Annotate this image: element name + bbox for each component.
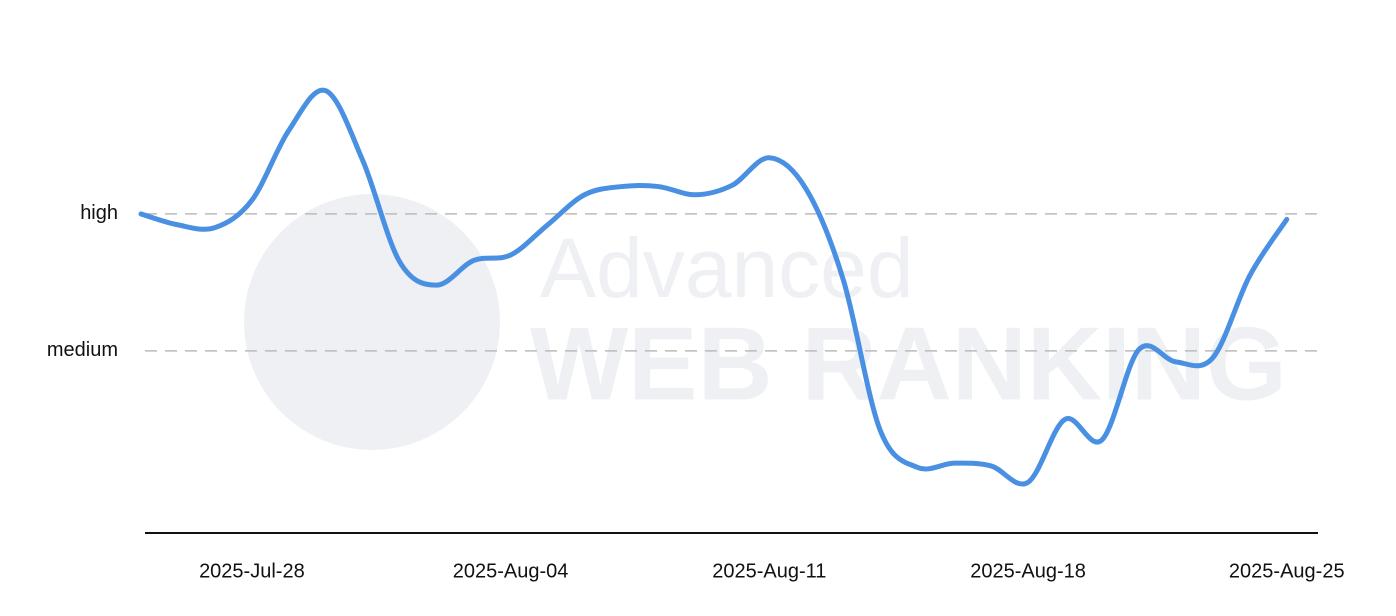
watermark: Advanced WEB RANKING bbox=[244, 194, 1287, 450]
watermark-text: WEB RANKING bbox=[530, 306, 1287, 422]
y-tick-label: medium bbox=[47, 339, 118, 361]
x-tick-label: 2025-Aug-25 bbox=[1229, 560, 1345, 582]
watermark-globe bbox=[244, 194, 500, 450]
line bbox=[138, 87, 1290, 487]
x-tick-label: 2025-Aug-11 bbox=[712, 560, 826, 582]
x-tick-label: 2025-Jul-28 bbox=[199, 560, 305, 582]
x-tick-label: 2025-Aug-18 bbox=[970, 560, 1086, 582]
y-tick-label: high bbox=[80, 202, 118, 224]
watermark-text: Advanced bbox=[540, 221, 914, 315]
x-tick-label: 2025-Aug-04 bbox=[453, 560, 569, 582]
